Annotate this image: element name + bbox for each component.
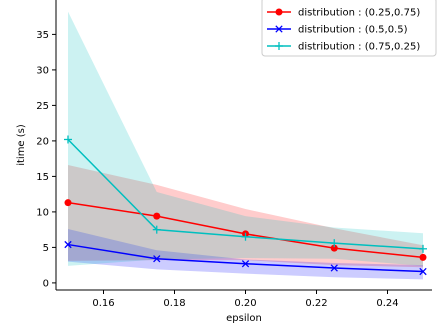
x-ticks: 0.16 0.18 0.20 0.22 0.24 (92, 290, 399, 309)
point-series-1-1 (64, 199, 72, 207)
legend-entry-2: distribution : (0.5,0.5) (267, 25, 408, 36)
legend-entry-1: distribution : (0.25,0.75) (267, 8, 420, 19)
point-series-2-3-stroke-b (241, 260, 250, 268)
y-tick-label-4: 15 (36, 172, 49, 183)
point-series-3-3 (241, 232, 250, 241)
point-series-3-5 (419, 244, 427, 253)
legend-marker-1 (275, 8, 283, 16)
point-series-1-4 (330, 244, 338, 252)
point-series-1-5 (419, 253, 427, 261)
point-series-2-2 (153, 255, 161, 263)
point-series-3-4 (330, 239, 339, 248)
point-series-1-2 (153, 212, 161, 220)
series-markers (64, 135, 427, 276)
x-axis-label: epsilon (226, 313, 262, 324)
legend-label-2: distribution : (0.5,0.5) (298, 25, 408, 36)
legend-entry-3: distribution : (0.75,0.25) (267, 42, 420, 53)
y-tick-label-7: 30 (36, 65, 49, 76)
y-tick-label-2: 5 (43, 243, 49, 254)
x-tick-label-5: 0.24 (376, 298, 398, 309)
point-series-3-2 (152, 225, 161, 234)
legend: distribution : (0.25,0.75) distribution :… (261, 0, 437, 57)
point-series-2-3 (241, 260, 250, 268)
y-tick-label-6: 25 (36, 101, 49, 112)
x-tick-label-3: 0.20 (234, 298, 256, 309)
legend-frame (261, 0, 437, 57)
y-tick-label-3: 10 (36, 207, 49, 218)
band-series-2 (68, 228, 423, 280)
point-series-2-1 (64, 240, 72, 249)
axes (55, 0, 432, 291)
legend-label-1: distribution : (0.25,0.75) (298, 8, 420, 19)
point-series-2-4-stroke-b (330, 264, 338, 272)
point-series-2-5-stroke-b (419, 267, 427, 276)
legend-marker-2-b (275, 25, 283, 33)
y-tick-label-1: 0 (43, 278, 49, 289)
y-axis-label: itime (s) (16, 124, 27, 166)
y-ticks: 0 5 10 15 20 25 30 35 (36, 30, 56, 289)
x-tick-label-2: 0.18 (163, 298, 185, 309)
x-tick-label-4: 0.22 (305, 298, 327, 309)
point-series-2-4 (330, 264, 338, 272)
y-tick-label-5: 20 (36, 136, 49, 147)
y-tick-label-8: 35 (36, 30, 49, 41)
point-series-2-1-stroke-b (64, 240, 72, 249)
point-series-2-2-stroke-b (153, 255, 161, 263)
point-series-3-1 (64, 135, 72, 144)
legend-label-3: distribution : (0.75,0.25) (298, 42, 420, 53)
point-series-2-5 (419, 267, 427, 276)
x-tick-label-1: 0.16 (92, 298, 114, 309)
band-series-3 (68, 11, 423, 266)
